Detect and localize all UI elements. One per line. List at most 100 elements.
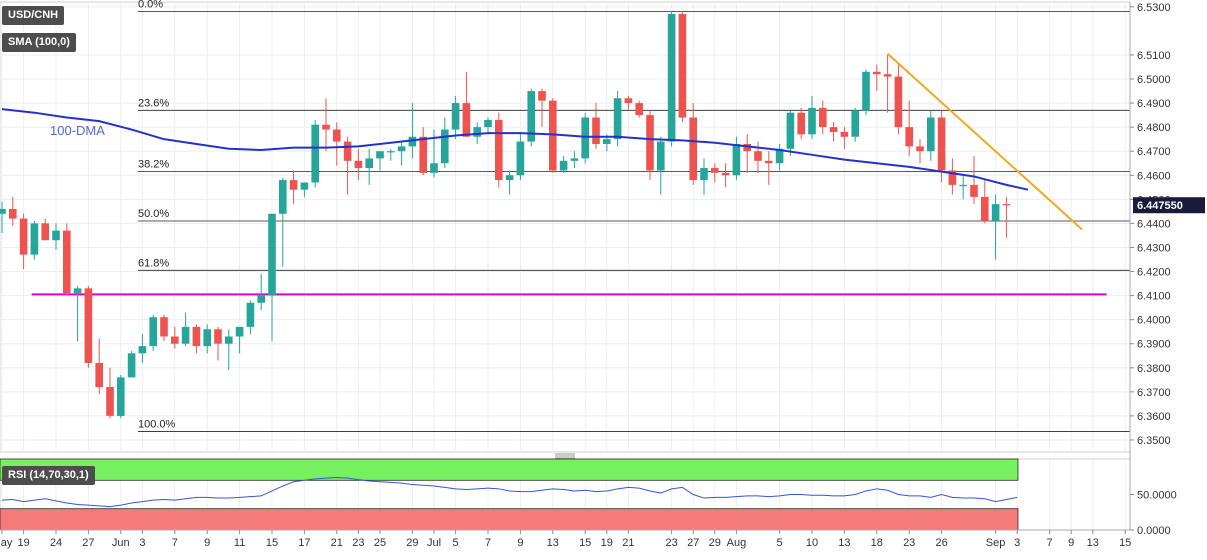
y-tick-label: 6.4600 <box>1137 170 1171 182</box>
x-tick-label: 10 <box>806 537 818 549</box>
candle-body <box>635 103 643 116</box>
candle-body <box>862 71 870 111</box>
x-tick-label: 11 <box>234 537 245 549</box>
y-tick-label: 6.4400 <box>1137 218 1171 230</box>
candle-body <box>808 107 816 135</box>
candle-body <box>624 98 633 104</box>
candle-body <box>419 136 427 173</box>
candle-body <box>127 353 136 378</box>
candle-body <box>451 103 460 130</box>
x-tick-label: 3 <box>1014 537 1020 549</box>
x-tick-label: May <box>0 537 13 549</box>
candle-body <box>1002 204 1011 206</box>
last-price-value: 6.447550 <box>1137 200 1183 212</box>
candle-body <box>743 143 751 152</box>
candle-body <box>246 302 255 327</box>
candle-body <box>30 223 39 255</box>
x-tick-label: 5 <box>453 537 459 549</box>
time-axis: May 19 24 27 Jun 3 7 9 11 15 17 21 23 25 29 Jul 5 7 9 13 15 1… <box>0 529 1131 549</box>
candle-body <box>95 362 103 388</box>
symbol-tag[interactable]: USD/CNH <box>2 6 65 25</box>
candle-body <box>657 141 665 171</box>
x-tick-label: 24 <box>50 537 62 549</box>
rsi-indicator-tag[interactable]: RSI (14,70,30,1) <box>2 466 95 485</box>
x-tick-label: 25 <box>374 537 386 549</box>
candle-body <box>441 129 449 164</box>
chart-grid <box>0 2 1130 530</box>
candle-body <box>484 119 492 128</box>
candle-body <box>376 151 384 159</box>
fib-level-label: 100.0% <box>138 419 176 431</box>
x-tick-label: 13 <box>838 537 850 549</box>
candle-body <box>268 213 276 296</box>
candle-body <box>829 127 838 132</box>
y-tick-label: 6.3800 <box>1137 363 1171 375</box>
candle-body <box>883 74 892 77</box>
candle-body <box>181 326 190 344</box>
candle-body <box>927 117 935 152</box>
candle-body <box>214 329 222 344</box>
candle-body <box>279 180 287 214</box>
candle-body <box>160 317 168 337</box>
x-tick-label: 9 <box>1068 537 1074 549</box>
plot-background <box>0 1 1131 531</box>
x-tick-label: 26 <box>935 537 947 549</box>
x-tick-label: Sep <box>986 537 1006 549</box>
candle-body <box>430 163 438 173</box>
price-panel-frame <box>0 1 1131 453</box>
candle-body <box>0 208 6 214</box>
y-tick-label: 6.5100 <box>1137 50 1171 62</box>
x-tick-label: 27 <box>82 537 94 549</box>
x-tick-label: 17 <box>298 537 310 549</box>
x-tick-label: 7 <box>1047 537 1053 549</box>
y-tick-label: 6.3600 <box>1137 411 1171 423</box>
fib-level-label: 61.8% <box>138 257 169 269</box>
candle-body <box>603 139 611 144</box>
y-tick-label: 6.3700 <box>1137 387 1171 399</box>
candle-body <box>667 14 676 142</box>
y-tick-label: 6.4000 <box>1137 315 1171 327</box>
candle-body <box>333 129 341 142</box>
panel-splitter-handle[interactable] <box>555 453 575 459</box>
candle-body <box>289 180 298 190</box>
candle-body <box>819 107 827 128</box>
x-tick-label: 15 <box>266 537 278 549</box>
candle-body <box>775 148 784 164</box>
sma-100-line <box>1 108 1029 191</box>
candle-body <box>84 288 93 363</box>
candle-body <box>9 208 17 219</box>
x-tick-label: 23 <box>665 537 677 549</box>
fibonacci-levels: 0.0% 23.6% 38.2% 50.0% 61.8% 100.0% <box>138 0 1130 432</box>
candle-body <box>613 98 622 140</box>
price-axis: 6.5300 6.5100 6.5000 6.4900 6.4800 6.4700 6.46… <box>1129 2 1171 530</box>
y-tick-label: 6.4200 <box>1137 267 1171 279</box>
candlestick-series <box>0 11 1011 419</box>
candle-body <box>981 196 989 221</box>
x-tick-label: 15 <box>579 537 591 549</box>
candle-body <box>732 143 741 176</box>
dma-label: 100-DMA <box>50 123 105 138</box>
sma-indicator-tag[interactable]: SMA (100,0) <box>2 33 76 52</box>
candle-body <box>322 124 330 130</box>
candle-body <box>549 100 557 171</box>
candle-body <box>916 146 924 152</box>
candle-body <box>408 136 417 147</box>
candle-body <box>797 112 805 135</box>
candle-body <box>365 158 373 169</box>
x-tick-label: Jun <box>112 537 130 549</box>
x-tick-label: 7 <box>172 537 178 549</box>
candle-body <box>527 91 535 142</box>
x-tick-label: 21 <box>331 537 343 549</box>
candle-body <box>959 184 967 187</box>
y-tick-label: 6.4900 <box>1137 98 1171 110</box>
x-tick-label: 3 <box>139 537 145 549</box>
candle-body <box>52 230 60 241</box>
rsi-panel: 50.0000 0.0000 <box>0 458 1177 537</box>
candle-body <box>689 117 697 181</box>
rsi-overbought-zone <box>0 458 1019 481</box>
falling-trendline <box>886 52 1083 231</box>
candle-body <box>257 295 265 303</box>
candle-body <box>41 223 49 241</box>
x-tick-label: 7 <box>485 537 491 549</box>
